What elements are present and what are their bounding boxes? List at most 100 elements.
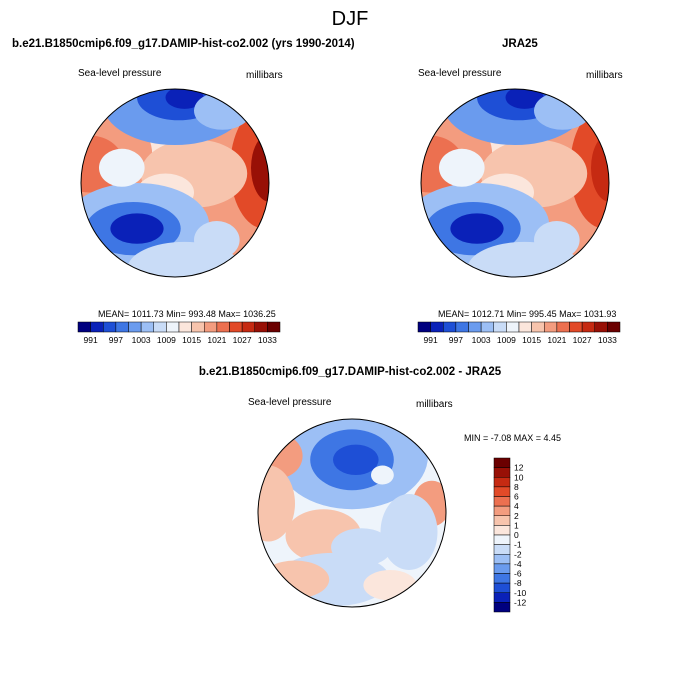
panel3-right-label: millibars <box>416 399 453 410</box>
colorbar-box-9 <box>191 321 205 333</box>
colorbar-box-8 <box>518 321 532 333</box>
colorbar-tick-label: 1015 <box>182 335 201 345</box>
panel3-title: b.e21.B1850cmip6.f09_g17.DAMIP-hist-co2.… <box>198 366 502 378</box>
colorbar-tick-label: 8 <box>514 482 519 492</box>
colorbar-box-11 <box>216 321 230 333</box>
panel2-right-label: millibars <box>586 70 623 81</box>
colorbar-box-14 <box>594 321 608 333</box>
colorbar-box-6 <box>493 515 511 526</box>
colorbar-box-8 <box>178 321 192 333</box>
colorbar-box-0 <box>493 457 511 468</box>
map-boundary <box>420 88 610 278</box>
panel3-map <box>257 418 447 608</box>
colorbar-box-7 <box>493 525 511 536</box>
colorbar-box-9 <box>531 321 545 333</box>
panel1-title: b.e21.B1850cmip6.f09_g17.DAMIP-hist-co2.… <box>12 38 355 50</box>
colorbar-tick-label: -1 <box>514 540 522 550</box>
colorbar-tick-label: -8 <box>514 578 522 588</box>
colorbar-tick-label: 10 <box>514 472 524 482</box>
colorbar-box-11 <box>493 563 511 574</box>
colorbar-tick-label: -12 <box>514 597 527 607</box>
colorbar-box-7 <box>506 321 520 333</box>
colorbar-tick-label: 997 <box>449 335 463 345</box>
colorbar-tick-label: -2 <box>514 549 522 559</box>
colorbar-box-9 <box>493 544 511 555</box>
figure-title: DJF <box>331 8 369 30</box>
field-contour-16 <box>99 148 145 187</box>
colorbar-tick-label: 997 <box>109 335 123 345</box>
field-contour-10 <box>534 91 591 130</box>
colorbar-box-10 <box>493 554 511 565</box>
panel2-left-label: Sea-level pressure <box>418 68 502 79</box>
colorbar-tick-label: 1027 <box>233 335 252 345</box>
panel1-map <box>80 88 270 278</box>
colorbar-box-15 <box>607 321 621 333</box>
colorbar-box-10 <box>544 321 558 333</box>
colorbar-box-0 <box>77 321 91 333</box>
colorbar-tick-label: 1021 <box>207 335 226 345</box>
panel2-stats: MEAN= 1012.71 Min= 995.45 Max= 1031.93 <box>438 309 617 319</box>
colorbar-tick-label: 1 <box>514 520 519 530</box>
colorbar-box-4 <box>493 496 511 507</box>
colorbar-box-7 <box>166 321 180 333</box>
field-contour-16 <box>439 148 485 187</box>
colorbar-box-5 <box>140 321 154 333</box>
field-contour-13 <box>450 213 504 244</box>
colorbar-box-14 <box>254 321 268 333</box>
colorbar-box-10 <box>204 321 218 333</box>
colorbar-box-15 <box>493 602 511 613</box>
colorbar-box-12 <box>569 321 583 333</box>
colorbar-tick-label: 6 <box>514 492 519 502</box>
colorbar-tick-label: -6 <box>514 569 522 579</box>
colorbar-box-11 <box>556 321 570 333</box>
panel1-left-label: Sea-level pressure <box>78 68 162 79</box>
panel2-title: JRA25 <box>502 38 538 50</box>
colorbar-tick-label: 2 <box>514 511 519 521</box>
field-contour-10 <box>194 91 251 130</box>
field-contour-10 <box>260 560 330 599</box>
colorbar-box-12 <box>229 321 243 333</box>
panel3-stats: MIN = -7.08 MAX = 4.45 <box>464 433 562 443</box>
colorbar-tick-label: 1033 <box>598 335 617 345</box>
colorbar-box-1 <box>90 321 104 333</box>
colorbar-box-15 <box>267 321 281 333</box>
colorbar-box-6 <box>493 321 507 333</box>
colorbar-tick-label: 4 <box>514 501 519 511</box>
field-contour-15 <box>194 221 240 259</box>
field-contour-6 <box>380 494 438 570</box>
colorbar-box-14 <box>493 592 511 603</box>
field-fill <box>421 89 609 277</box>
colorbar-tick-label: -10 <box>514 588 527 598</box>
field-fill <box>258 419 446 607</box>
field-contour-9 <box>505 89 544 109</box>
colorbar-box-4 <box>468 321 482 333</box>
colorbar-box-1 <box>430 321 444 333</box>
colorbar-box-13 <box>581 321 595 333</box>
colorbar-tick-label: 991 <box>424 335 438 345</box>
field-contour-2 <box>333 444 379 475</box>
field-contour-9 <box>165 89 204 109</box>
colorbar-tick-label: 991 <box>84 335 98 345</box>
colorbar-box-0 <box>417 321 431 333</box>
colorbar-box-5 <box>480 321 494 333</box>
colorbar-box-6 <box>153 321 167 333</box>
colorbar-box-4 <box>128 321 142 333</box>
colorbar-box-12 <box>493 573 511 584</box>
colorbar-tick-label: 1003 <box>132 335 151 345</box>
panel2-colorbar: 991 997 1003 1009 1015 1021 1027 1033 <box>417 321 621 345</box>
field-contour-2 <box>591 133 609 203</box>
colorbar-tick-label: 1003 <box>472 335 491 345</box>
field-contour-2 <box>251 133 269 203</box>
panel2-map <box>420 88 610 278</box>
panel1-stats: MEAN= 1011.73 Min= 993.48 Max= 1036.25 <box>98 309 276 319</box>
colorbar-tick-label: 1009 <box>157 335 176 345</box>
colorbar-box-13 <box>241 321 255 333</box>
field-contour-11 <box>363 570 417 601</box>
colorbar-box-3 <box>455 321 469 333</box>
colorbar-tick-label: -4 <box>514 559 522 569</box>
colorbar-tick-label: 1021 <box>547 335 566 345</box>
field-contour-15 <box>534 221 580 259</box>
field-contour-12 <box>371 465 394 485</box>
